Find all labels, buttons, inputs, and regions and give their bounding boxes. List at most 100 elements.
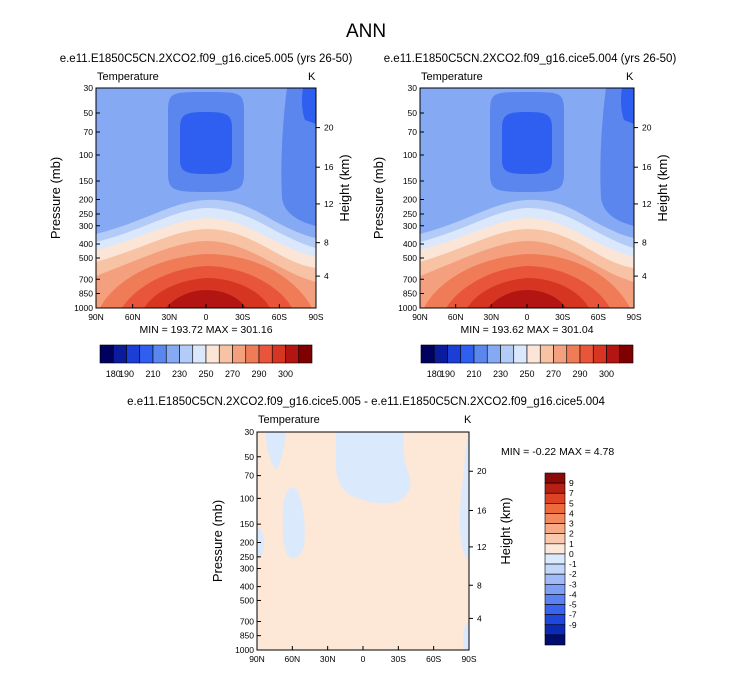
x-tick-label: 90S	[461, 654, 476, 664]
contour-band	[463, 620, 469, 650]
colorbar-swatch	[592, 344, 607, 364]
panel-c-units: K	[464, 414, 472, 426]
y-tick-label: 70	[408, 127, 418, 137]
y-tick-label: 1000	[398, 303, 417, 313]
x-tick-label: 60N	[125, 312, 141, 322]
x-tick-label: 60S	[426, 654, 441, 664]
panel-b-ylabel: Pressure (mb)	[371, 157, 386, 239]
height-tick-label: 8	[324, 238, 329, 248]
colorbar-label: 250	[519, 369, 534, 379]
colorbar-swatch	[473, 344, 488, 364]
colorbar-swatch	[606, 344, 621, 364]
colorbar-swatch	[513, 344, 528, 364]
contour-band	[301, 88, 316, 124]
x-tick-label: 90S	[626, 312, 641, 322]
y-tick-label: 850	[240, 631, 254, 641]
colorbar-swatch	[544, 594, 566, 605]
x-tick-label: 90N	[88, 312, 104, 322]
colorbar-label: -2	[569, 569, 577, 579]
colorbar-label: 1	[569, 539, 574, 549]
y-tick-label: 50	[245, 452, 255, 462]
y-tick-label: 300	[240, 563, 254, 573]
colorbar-label: 300	[278, 369, 293, 379]
y-tick-label: 50	[408, 108, 418, 118]
colorbar-swatch	[619, 344, 634, 364]
colorbar-label: 230	[493, 369, 508, 379]
contour-band	[460, 432, 469, 560]
x-tick-label: 0	[361, 654, 366, 664]
y-tick-label: 200	[79, 195, 93, 205]
contour-band	[502, 112, 552, 174]
x-tick-label: 0	[204, 312, 209, 322]
colorbar-swatch	[553, 344, 568, 364]
colorbar-swatch	[544, 523, 566, 535]
panel-b-ylabel-right: Height (km)	[655, 154, 670, 221]
colorbar-label: 180	[427, 369, 442, 379]
colorbar-swatch	[544, 573, 566, 585]
colorbar-label: -3	[569, 579, 577, 589]
colorbar-label: -9	[569, 620, 577, 630]
colorbar-swatch	[112, 344, 127, 364]
y-tick-label: 30	[408, 83, 418, 93]
colorbar-label: -7	[569, 610, 577, 620]
colorbar-label: 5	[569, 498, 574, 508]
y-tick-label: 1000	[235, 645, 254, 655]
y-tick-label: 300	[403, 221, 417, 231]
y-tick-label: 500	[240, 595, 254, 605]
colorbar-label: 300	[599, 369, 614, 379]
y-tick-label: 50	[84, 108, 94, 118]
colorbar-swatch	[526, 344, 541, 364]
height-tick-label: 4	[324, 271, 329, 281]
colorbar-label: 230	[172, 369, 187, 379]
y-tick-label: 70	[245, 471, 255, 481]
x-tick-label: 0	[525, 312, 530, 322]
y-tick-label: 100	[240, 493, 254, 503]
colorbar-swatch	[544, 624, 566, 636]
colorbar-swatch	[579, 344, 594, 364]
y-tick-label: 250	[240, 552, 254, 562]
panel-c-plot	[257, 432, 469, 650]
colorbar-swatch	[192, 344, 207, 364]
height-tick-label: 8	[642, 238, 647, 248]
panel-c-axes: 90N 60N 30N 0 30S 60S 90S 30 50 70 100 150 200 250300…	[235, 427, 487, 664]
y-tick-label: 250	[403, 209, 417, 219]
x-tick-label: 60S	[272, 312, 287, 322]
colorbar-swatch	[544, 472, 566, 484]
y-tick-label: 700	[79, 274, 93, 284]
panel-a-plot	[96, 88, 316, 308]
height-tick-label: 20	[324, 123, 334, 133]
figure-title: ANN	[346, 21, 386, 42]
contour-band	[600, 88, 634, 226]
panel-a-ylabel-right: Height (km)	[337, 154, 352, 221]
y-tick-label: 200	[240, 537, 254, 547]
panel-a-units: K	[308, 71, 316, 83]
colorbar-swatch	[544, 583, 566, 595]
panel-c-title: e.e11.E1850C5CN.2XCO2.f09_g16.cice5.005 …	[127, 396, 605, 408]
panel-a-ylabel: Pressure (mb)	[48, 157, 63, 239]
x-tick-label: 60N	[285, 654, 301, 664]
x-tick-label: 30S	[235, 312, 250, 322]
contour-band	[166, 290, 246, 308]
colorbar-swatch	[218, 344, 233, 364]
y-tick-label: 150	[79, 176, 93, 186]
contour-band	[266, 432, 286, 470]
contour-band	[180, 112, 232, 174]
panel-a-stats: MIN = 193.72 MAX = 301.16	[139, 324, 272, 336]
panel-b-stats: MIN = 193.62 MAX = 301.04	[460, 324, 593, 336]
colorbar-swatch	[500, 344, 515, 364]
colorbar-label: 4	[569, 508, 574, 518]
panel-a: e.e11.E1850C5CN.2XCO2.f09_g16.cice5.005 …	[48, 53, 352, 379]
x-tick-label: 30N	[162, 312, 178, 322]
y-tick-label: 700	[240, 617, 254, 627]
colorbar-label: -1	[569, 559, 577, 569]
colorbar-label: 7	[569, 488, 574, 498]
colorbar-swatch	[152, 344, 167, 364]
colorbar-label: -5	[569, 600, 577, 610]
colorbar-label: 290	[572, 369, 587, 379]
height-tick-label: 20	[477, 466, 487, 476]
height-tick-label: 4	[477, 613, 482, 623]
colorbar-label: 210	[466, 369, 481, 379]
y-tick-label: 150	[403, 176, 417, 186]
